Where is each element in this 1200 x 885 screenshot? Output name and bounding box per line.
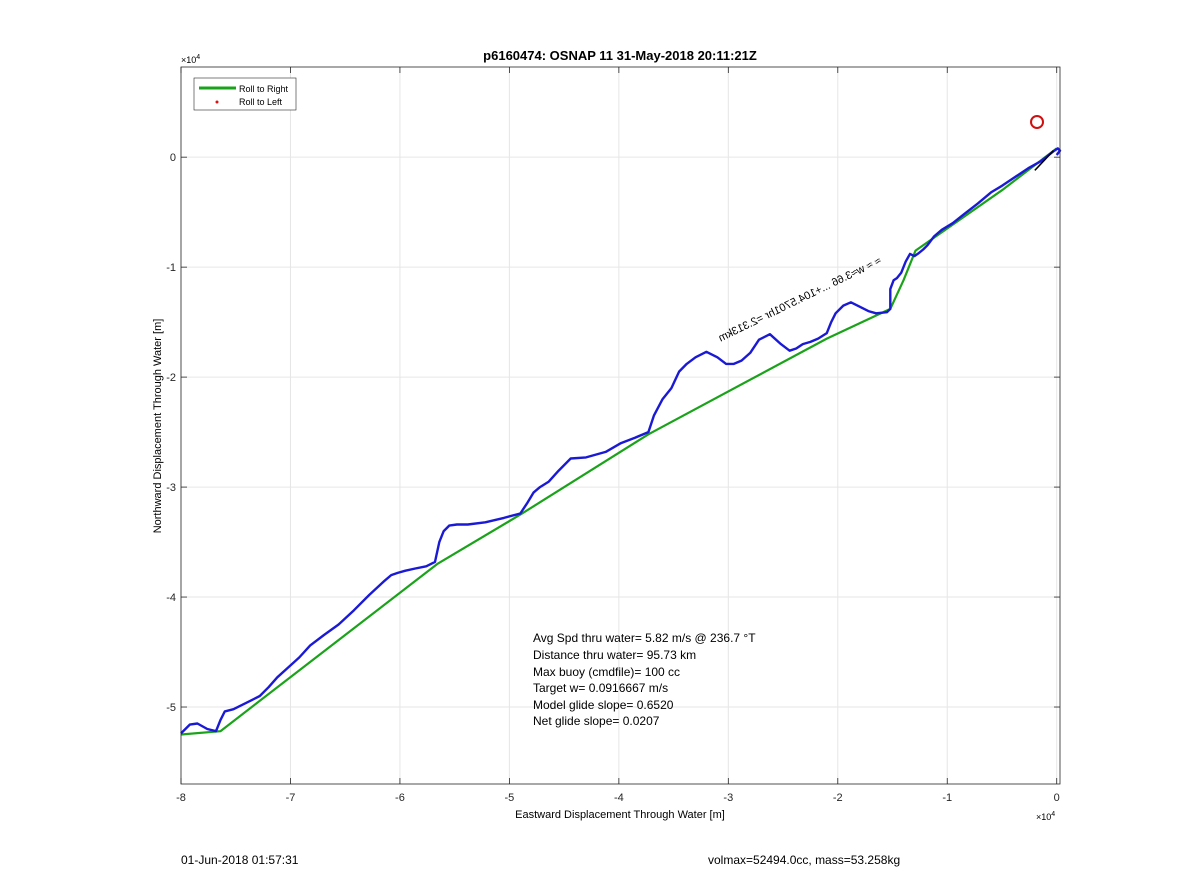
stats-distance: Distance thru water= 95.73 km (533, 648, 696, 662)
stats-model-glide-slope: Model glide slope= 0.6520 (533, 698, 674, 712)
legend-swatch-roll-left (215, 100, 219, 104)
footer-timestamp: 01-Jun-2018 01:57:31 (181, 853, 299, 867)
y-tick-label: -3 (166, 482, 176, 494)
x-multiplier-exponent: 4 (1051, 811, 1055, 818)
x-tick-label: -4 (614, 792, 624, 804)
y-multiplier-exponent: 4 (196, 54, 200, 61)
series-roll-to-right (180, 147, 1058, 736)
x-multiplier-base: ×10 (1036, 812, 1051, 822)
chart-title: p6160474: OSNAP 11 31-May-2018 20:11:21Z (483, 48, 757, 63)
x-tick-label: -5 (505, 792, 515, 804)
stats-net-glide-slope: Net glide slope= 0.0207 (533, 714, 660, 728)
x-tick-label: 0 (1054, 792, 1060, 804)
y-tick-label: -5 (166, 702, 176, 714)
stats-max-buoy: Max buoy (cmdfile)= 100 cc (533, 665, 680, 679)
series-track (180, 147, 1062, 735)
current-vector (1034, 150, 1055, 171)
stats-target-w: Target w= 0.0916667 m/s (533, 681, 668, 695)
x-axis-label: Eastward Displacement Through Water [m] (515, 809, 725, 821)
legend-box (193, 77, 297, 111)
legend-label-roll-left: Roll to Left (239, 97, 283, 107)
stats-avg-speed: Avg Spd thru water= 5.82 m/s @ 236.7 °T (533, 631, 756, 645)
legend: Roll to Right Roll to Left (193, 77, 297, 111)
x-tick-label: -6 (395, 792, 405, 804)
footer-volmax-mass: volmax=52494.0cc, mass=53.258kg (708, 853, 901, 867)
y-axis-label: Northward Displacement Through Water [m] (152, 319, 164, 534)
tick-marks: -8 -7 -6 -5 -4 -3 -2 -1 0 0 -1 -2 -3 -4 -5 (166, 67, 1060, 804)
x-multiplier: ×104 (1036, 811, 1055, 822)
legend-label-roll-right: Roll to Right (239, 84, 289, 94)
axes-box (180, 66, 1061, 785)
track-annotation: ≈ ≈ w≈3.66 ...+104.5701hr =2.313km (717, 255, 884, 345)
y-tick-label: -2 (166, 372, 176, 384)
x-tick-label: -7 (286, 792, 296, 804)
y-multiplier-base: ×10 (181, 55, 196, 65)
x-tick-label: -3 (723, 792, 733, 804)
stats-annotation: Avg Spd thru water= 5.82 m/s @ 236.7 °T … (533, 631, 756, 728)
x-tick-label: -1 (942, 792, 952, 804)
y-tick-label: -4 (166, 592, 176, 604)
y-tick-label: -1 (166, 262, 176, 274)
grid-lines (180, 67, 1060, 784)
current-position-marker (1030, 114, 1045, 129)
x-tick-label: -2 (833, 792, 843, 804)
x-tick-label: -8 (176, 792, 186, 804)
series-layer (180, 114, 1062, 736)
y-tick-label: 0 (170, 152, 176, 164)
y-multiplier: ×104 (181, 54, 200, 65)
